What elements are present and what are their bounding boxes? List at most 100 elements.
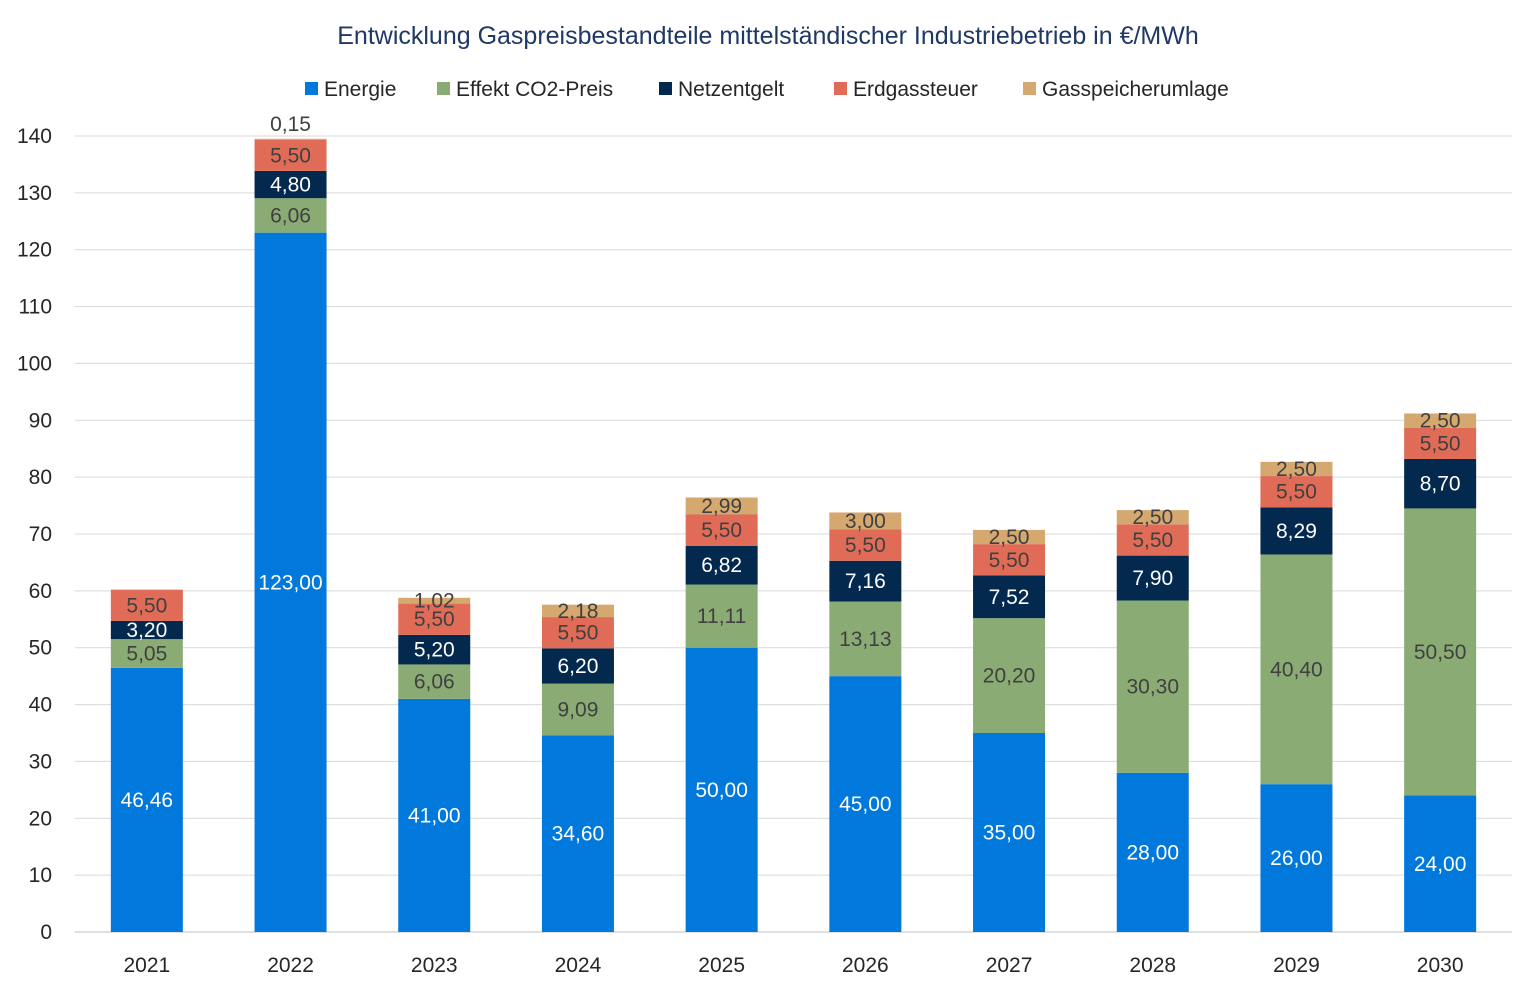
bar-segment: [1116, 510, 1189, 525]
x-tick-label: 2022: [267, 954, 314, 977]
legend-swatch: [1023, 82, 1036, 95]
data-label: 2,18: [558, 600, 599, 623]
data-label: 5,50: [701, 519, 742, 542]
data-label: 6,06: [270, 204, 311, 227]
data-label: 5,50: [270, 144, 311, 167]
data-label: 41,00: [408, 804, 461, 827]
data-label: 5,50: [1132, 529, 1173, 552]
data-label: 2,99: [701, 495, 742, 518]
legend-label: Energie: [324, 78, 396, 101]
bar-segment: [1404, 795, 1477, 932]
bar-segment: [398, 664, 471, 699]
bar-segment: [254, 170, 327, 199]
legend-swatch: [659, 82, 672, 95]
x-tick-label: 2026: [842, 954, 889, 977]
data-label: 3,00: [845, 510, 886, 533]
data-label: 45,00: [839, 793, 892, 816]
data-label: 46,46: [121, 789, 174, 812]
y-tick-label: 100: [17, 352, 52, 375]
data-label: 5,05: [126, 642, 167, 665]
x-tick-label: 2025: [698, 954, 745, 977]
y-tick-label: 0: [40, 921, 52, 944]
y-tick-label: 130: [17, 182, 52, 205]
bar-segment: [398, 603, 471, 635]
x-tick-label: 2029: [1273, 954, 1320, 977]
y-tick-label: 60: [29, 580, 52, 603]
data-label: 5,50: [558, 622, 599, 645]
bar-segment: [254, 139, 327, 171]
data-label: 5,50: [989, 549, 1030, 572]
bar-segment: [398, 597, 471, 604]
x-tick-label: 2024: [555, 954, 602, 977]
x-axis: 2021 2022 2023 2024 2025 2026 2027 2028 2029 2030: [123, 954, 1463, 977]
data-label: 35,00: [983, 822, 1036, 845]
bar-segment: [1260, 507, 1333, 555]
y-tick-label: 70: [29, 523, 52, 546]
bar-segment: [973, 575, 1046, 619]
bar-segment: [1404, 458, 1477, 509]
data-label: 34,60: [552, 823, 605, 846]
data-label: 6,82: [701, 554, 742, 577]
y-tick-label: 140: [17, 125, 52, 148]
bar-segment: [1116, 524, 1189, 556]
data-label: 2,50: [1132, 506, 1173, 529]
bar-segment: [685, 497, 758, 515]
data-label: 11,11: [697, 605, 746, 628]
bar-segment: [973, 529, 1046, 545]
x-tick-label: 2027: [986, 954, 1033, 977]
bar-segment: [254, 138, 327, 140]
bar-segment: [110, 589, 183, 621]
data-label: 28,00: [1126, 841, 1179, 864]
bar-segment: [110, 639, 183, 668]
data-label: 5,50: [414, 608, 455, 631]
data-label: 7,52: [989, 586, 1030, 609]
bars: 46,465,053,205,50123,006,064,805,500,154…: [110, 113, 1477, 932]
bar-segment: [541, 648, 614, 684]
bar-segment: [1116, 600, 1189, 773]
bar-segment: [829, 601, 902, 677]
legend-swatch: [834, 82, 847, 95]
bar-segment: [398, 634, 471, 665]
data-label: 6,20: [558, 655, 599, 678]
bar-segment: [1260, 784, 1333, 932]
data-label: 40,40: [1270, 658, 1323, 681]
data-label: 9,09: [558, 698, 599, 721]
bar-segment: [541, 735, 614, 932]
bar-segment: [1404, 508, 1477, 796]
data-label: 2,50: [1276, 458, 1317, 481]
data-label: 7,90: [1132, 567, 1173, 590]
x-tick-label: 2030: [1417, 954, 1464, 977]
data-label: 20,20: [983, 665, 1036, 688]
bar-segment: [685, 647, 758, 932]
bar-segment: [254, 232, 327, 932]
data-label: 30,30: [1126, 676, 1179, 699]
y-tick-label: 50: [29, 637, 52, 660]
legend-swatch: [437, 82, 450, 95]
bar-segment: [829, 512, 902, 530]
bar-segment: [110, 620, 183, 640]
legend: Energie Effekt CO2-Preis Netzentgelt Erdgas…: [305, 78, 1229, 101]
data-label: 8,29: [1276, 520, 1317, 543]
data-label: 2,50: [1420, 410, 1461, 433]
bar-segment: [1260, 554, 1333, 785]
bar-segment: [973, 544, 1046, 576]
legend-label: Erdgassteuer: [853, 78, 978, 101]
y-tick-label: 30: [29, 750, 52, 773]
y-tick-label: 80: [29, 466, 52, 489]
bar-segment: [254, 198, 327, 233]
bar-segment: [1260, 476, 1333, 508]
data-label: 5,50: [126, 594, 167, 617]
data-label: 4,80: [270, 174, 311, 197]
y-tick-label: 40: [29, 694, 52, 717]
bar-segment: [1260, 461, 1333, 477]
legend-label: Effekt CO2-Preis: [456, 78, 613, 101]
data-label: 13,13: [839, 628, 892, 651]
bar-segment: [541, 617, 614, 649]
y-tick-label: 90: [29, 409, 52, 432]
y-tick-label: 10: [29, 864, 52, 887]
data-label: 50,50: [1414, 641, 1467, 664]
bar-segment: [685, 545, 758, 585]
legend-label: Netzentgelt: [678, 78, 784, 101]
bar-segment: [685, 584, 758, 648]
